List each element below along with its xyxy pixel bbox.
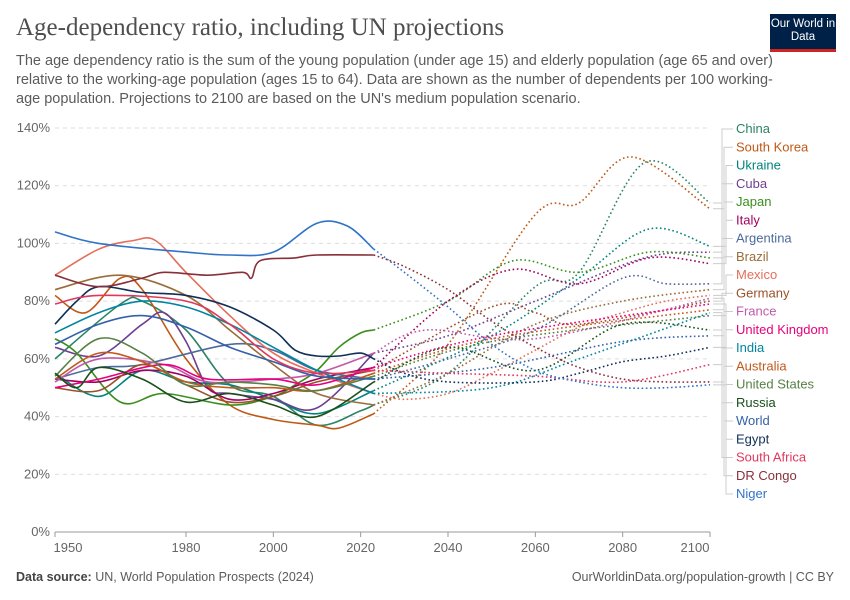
series-projection-south-korea[interactable] (373, 156, 711, 415)
series-projection-japan[interactable] (373, 250, 711, 331)
legend-connector (713, 128, 733, 204)
legend-label-france[interactable]: France (736, 304, 776, 319)
y-tick-label: 140% (17, 120, 51, 135)
legend-connector (713, 297, 733, 312)
legend-label-italy[interactable]: Italy (736, 212, 760, 227)
series-line-india[interactable] (54, 300, 375, 395)
legend-connector (713, 256, 733, 291)
x-tick-label: 2020 (346, 540, 375, 555)
x-tick-label: 1980 (172, 540, 201, 555)
data-source: Data source: UN, World Population Prospe… (16, 570, 314, 584)
x-tick-label: 2060 (521, 540, 550, 555)
series-line-united-kingdom[interactable] (54, 363, 375, 389)
series-line-brazil[interactable] (54, 274, 374, 406)
series-projection-united-kingdom[interactable] (373, 303, 711, 369)
legend-connector (713, 183, 733, 253)
series-projection-france[interactable] (373, 297, 711, 354)
series-projection-brazil[interactable] (373, 288, 711, 406)
series-line-italy[interactable] (54, 366, 374, 401)
series-line-dr-congo[interactable] (54, 253, 374, 288)
series-projection-australia[interactable] (373, 309, 711, 375)
legend-connector (713, 381, 733, 477)
series-line-world[interactable] (54, 314, 374, 380)
legend-label-brazil[interactable]: Brazil (736, 249, 769, 264)
x-tick-label: 2040 (434, 540, 463, 555)
legend-connector (713, 346, 733, 440)
logo-text: Our World in Data (770, 18, 836, 43)
series-projection-egypt[interactable] (373, 346, 711, 384)
legend-label-united-states[interactable]: United States (736, 377, 815, 392)
owid-logo[interactable]: Our World in Data (770, 14, 836, 52)
legend-connector (713, 384, 733, 495)
y-tick-label: 0% (31, 524, 50, 539)
legend-label-south-africa[interactable]: South Africa (736, 450, 807, 465)
legend-connector (713, 309, 733, 367)
credit-link[interactable]: OurWorldinData.org/population-growth | C… (571, 570, 834, 584)
legend-connector (713, 165, 733, 247)
y-tick-label: 40% (24, 409, 50, 424)
legend-label-russia[interactable]: Russia (736, 395, 777, 410)
series-line-cuba[interactable] (54, 311, 375, 411)
legend-label-japan[interactable]: Japan (736, 194, 771, 209)
series-projection-world[interactable] (373, 335, 711, 380)
series-projection-argentina[interactable] (373, 274, 711, 380)
legend-label-united-kingdom[interactable]: United Kingdom (736, 322, 829, 337)
y-tick-label: 20% (24, 466, 50, 481)
series-projection-mexico[interactable] (373, 294, 711, 401)
legend-connector (713, 238, 733, 285)
legend-label-dr-congo[interactable]: DR Congo (736, 468, 797, 483)
source-label: Data source: (16, 570, 92, 584)
legend-connector (713, 292, 733, 302)
legend-label-south-korea[interactable]: South Korea (736, 139, 809, 154)
legend-connector (713, 315, 733, 385)
legend-label-china[interactable]: China (736, 121, 771, 136)
legend-label-niger[interactable]: Niger (736, 486, 768, 501)
legend-label-cuba[interactable]: Cuba (736, 176, 768, 191)
legend-label-mexico[interactable]: Mexico (736, 267, 777, 282)
y-tick-label: 80% (24, 293, 50, 308)
series-line-germany[interactable] (54, 363, 374, 404)
legend-connector (713, 219, 733, 265)
x-tick-label: 2000 (259, 540, 288, 555)
legend-label-world[interactable]: World (736, 413, 770, 428)
legend-connector (713, 364, 733, 458)
series-projection-italy[interactable] (373, 256, 711, 369)
legend-label-ukraine[interactable]: Ukraine (736, 158, 781, 173)
legend-label-argentina[interactable]: Argentina (736, 231, 792, 246)
y-tick-label: 120% (17, 178, 51, 193)
y-tick-label: 100% (17, 235, 51, 250)
legend-connector (713, 146, 733, 210)
legend-connector (713, 335, 733, 422)
series-projection-niger[interactable] (373, 248, 711, 390)
legend-label-egypt[interactable]: Egypt (736, 431, 770, 446)
x-tick-label: 1950 (54, 540, 83, 555)
legend-label-india[interactable]: India (736, 340, 765, 355)
x-tick-label: 2080 (608, 540, 637, 555)
series-projection-united-states[interactable] (373, 314, 711, 377)
x-tick-label: 2100 (681, 540, 710, 555)
series-projection-cuba[interactable] (373, 251, 711, 354)
source-text[interactable]: UN, World Population Prospects (2024) (95, 570, 314, 584)
series-line-niger[interactable] (54, 220, 375, 257)
series-line-russia[interactable] (54, 366, 375, 419)
y-tick-label: 60% (24, 351, 50, 366)
chart-title: Age-dependency ratio, including UN proje… (16, 14, 505, 41)
legend-connector (713, 201, 733, 259)
series-projection-dr-congo[interactable] (373, 254, 711, 383)
series-projection-ukraine[interactable] (373, 227, 711, 392)
legend-label-germany[interactable]: Germany (736, 285, 790, 300)
chart-subtitle: The age dependency ratio is the sum of t… (16, 53, 773, 107)
legend-connector (713, 274, 733, 296)
series-line-united-states[interactable] (54, 337, 374, 392)
series-line-south-africa[interactable] (54, 294, 374, 375)
legend-label-australia[interactable]: Australia (736, 358, 787, 373)
series-projection-china[interactable] (373, 159, 711, 406)
series-line-ukraine[interactable] (54, 369, 375, 415)
legend-connector (713, 303, 733, 331)
series-projection-germany[interactable] (373, 300, 711, 372)
